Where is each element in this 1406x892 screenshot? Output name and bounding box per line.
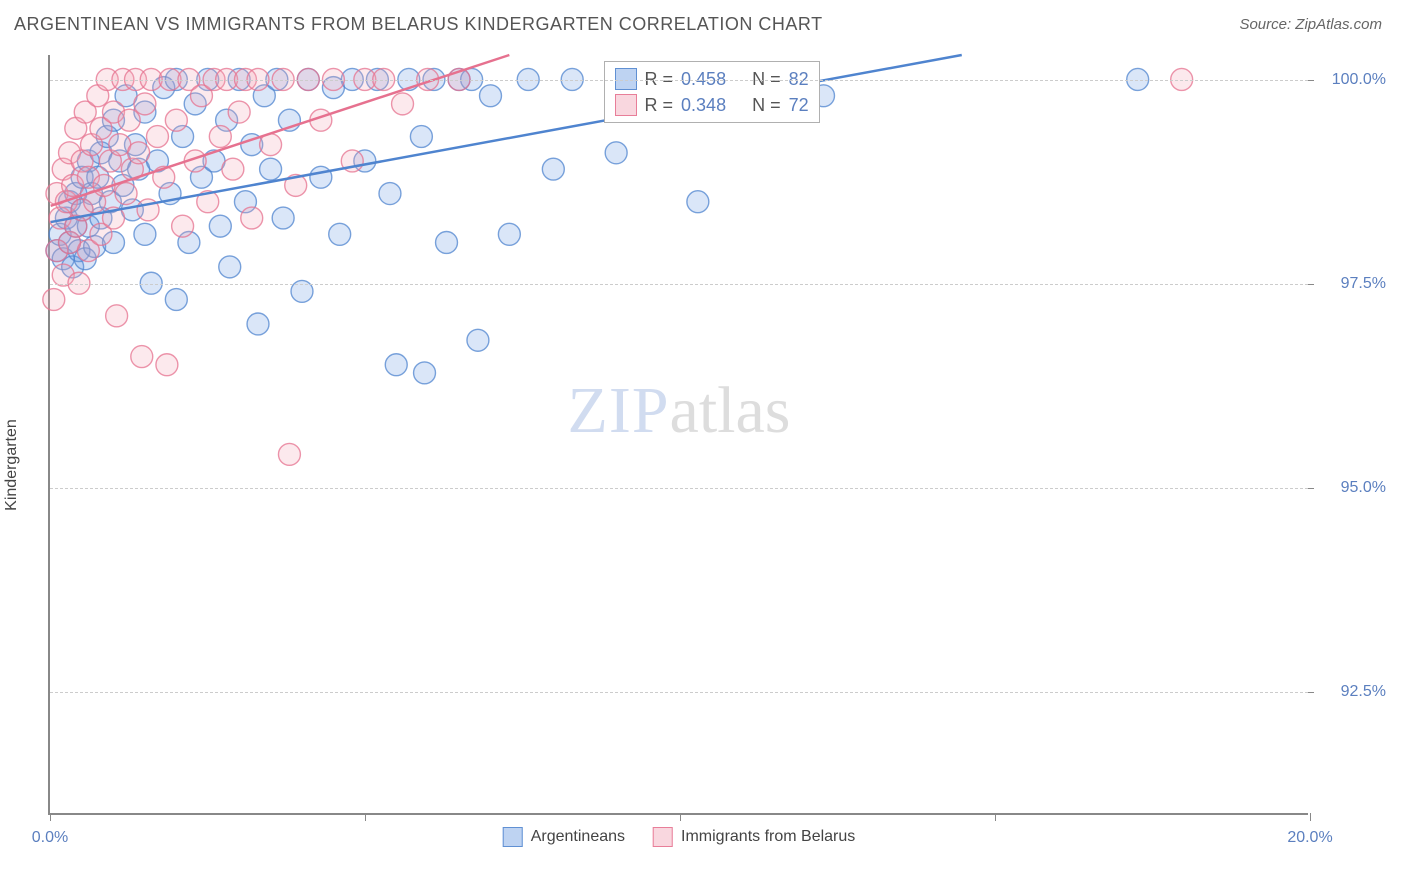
x-tick [680,813,681,821]
scatter-point [43,289,65,311]
scatter-point [260,158,282,180]
legend-item-2: Immigrants from Belarus [653,827,855,847]
gridline-h [50,692,1308,693]
scatter-point [272,207,294,229]
scatter-point [392,93,414,115]
scatter-point [219,256,241,278]
scatter-point [115,183,137,205]
y-tick-label: 100.0% [1332,71,1386,89]
y-tick-label: 92.5% [1341,683,1386,701]
scatter-point [410,126,432,148]
chart-container: Kindergarten ZIPatlas R = 0.458 N = 82 R… [0,43,1406,887]
stats-n-label-2: N = [752,95,781,116]
legend-item-1: Argentineans [503,827,625,847]
scatter-point [414,362,436,384]
scatter-point [278,443,300,465]
scatter-point [165,289,187,311]
y-tick [1308,284,1314,285]
scatter-point [209,126,231,148]
legend-swatch-2 [653,827,673,847]
scatter-point [228,101,250,123]
x-tick-label: 0.0% [32,829,68,847]
y-tick [1308,488,1314,489]
scatter-point [156,354,178,376]
scatter-svg [50,55,1308,813]
scatter-point [106,305,128,327]
scatter-point [147,126,169,148]
scatter-point [542,158,564,180]
scatter-point [467,329,489,351]
y-tick-label: 97.5% [1341,275,1386,293]
scatter-point [241,207,263,229]
y-tick [1308,692,1314,693]
scatter-point [436,231,458,253]
stats-row-2: R = 0.348 N = 72 [615,92,809,118]
scatter-point [247,313,269,335]
scatter-point [480,85,502,107]
chart-source: Source: ZipAtlas.com [1239,16,1382,33]
scatter-point [172,215,194,237]
gridline-h [50,80,1308,81]
scatter-point [134,93,156,115]
scatter-point [498,223,520,245]
x-tick [50,813,51,821]
legend-label-1: Argentineans [531,828,625,845]
legend-swatch-1 [503,827,523,847]
x-tick-label: 20.0% [1287,829,1332,847]
x-tick [1310,813,1311,821]
scatter-point [222,158,244,180]
gridline-h [50,488,1308,489]
stats-r-2: 0.348 [681,95,726,116]
scatter-point [134,223,156,245]
scatter-point [379,183,401,205]
stats-box: R = 0.458 N = 82 R = 0.348 N = 72 [604,61,820,123]
scatter-point [128,142,150,164]
gridline-h [50,284,1308,285]
scatter-point [131,346,153,368]
scatter-point [310,166,332,188]
stats-n-2: 72 [789,95,809,116]
scatter-point [329,223,351,245]
stats-r-label-2: R = [645,95,674,116]
chart-title: ARGENTINEAN VS IMMIGRANTS FROM BELARUS K… [14,14,823,35]
scatter-point [118,109,140,131]
y-tick [1308,80,1314,81]
scatter-point [165,109,187,131]
y-axis-title: Kindergarten [3,419,21,511]
chart-header: ARGENTINEAN VS IMMIGRANTS FROM BELARUS K… [0,0,1406,43]
legend-label-2: Immigrants from Belarus [681,828,855,845]
x-tick [365,813,366,821]
y-tick-label: 95.0% [1341,479,1386,497]
plot-area: ZIPatlas R = 0.458 N = 82 R = 0.348 N = … [48,55,1308,815]
scatter-point [605,142,627,164]
legend: Argentineans Immigrants from Belarus [503,827,856,847]
scatter-point [209,215,231,237]
stats-swatch-2 [615,94,637,116]
x-tick [995,813,996,821]
scatter-point [385,354,407,376]
scatter-point [687,191,709,213]
